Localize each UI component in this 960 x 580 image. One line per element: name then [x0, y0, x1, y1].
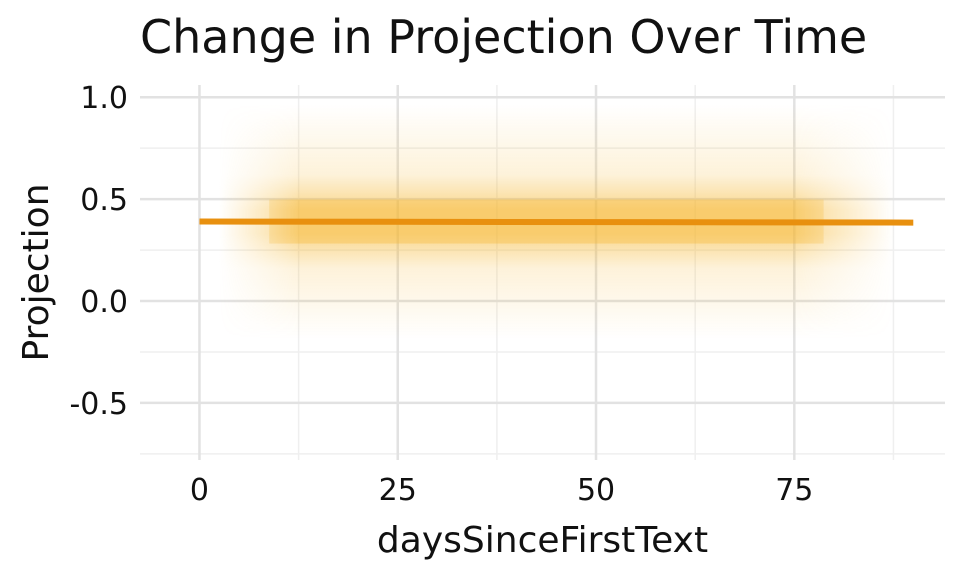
y-axis-label: Projection — [16, 183, 57, 361]
x-tick-label: 50 — [577, 473, 615, 508]
chart-title: Change in Projection Over Time — [140, 10, 868, 64]
x-axis-label: daysSinceFirstText — [377, 520, 708, 561]
y-tick-label: 0.0 — [80, 285, 128, 320]
x-tick-label: 0 — [190, 473, 209, 508]
x-tick-label: 75 — [775, 473, 813, 508]
series-line — [199, 218, 914, 226]
y-tick-label: -0.5 — [69, 387, 128, 422]
y-tick-label: 1.0 — [80, 81, 128, 116]
x-tick-label: 25 — [379, 473, 417, 508]
y-tick-label: 0.5 — [80, 183, 128, 218]
